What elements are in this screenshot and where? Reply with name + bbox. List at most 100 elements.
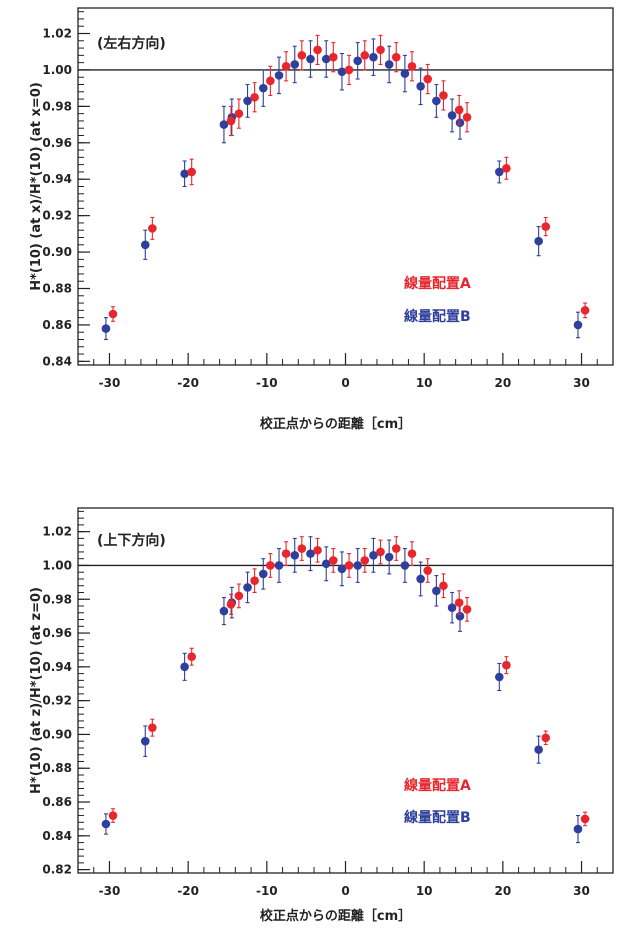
panel-annotation: (上下方向) (97, 532, 166, 549)
data-point-b (384, 60, 394, 69)
data-point-a (281, 549, 291, 558)
x-tick-label: -10 (256, 376, 278, 390)
data-point-a (108, 309, 118, 319)
x-axis-label: 校正点からの距離［cm］ (260, 908, 411, 924)
data-point-b (400, 561, 410, 570)
data-point-a (580, 814, 590, 824)
data-point-a (297, 544, 307, 553)
data-point-a (281, 61, 291, 71)
data-point-b (258, 83, 268, 93)
data-point-b (400, 69, 410, 78)
data-point-a (454, 105, 464, 115)
y-tick-label: 0.84 (42, 829, 72, 843)
data-point-a (462, 112, 472, 122)
data-point-b (243, 583, 252, 592)
data-point-a (439, 581, 448, 591)
y-tick-label: 0.86 (42, 318, 72, 332)
data-point-a (250, 92, 259, 102)
data-point-b (534, 236, 543, 246)
data-point-b (337, 564, 347, 574)
data-point-a (313, 45, 322, 55)
data-point-b (455, 611, 465, 621)
data-point-b (274, 71, 284, 80)
data-point-a (423, 566, 433, 575)
data-point-b (416, 574, 425, 584)
data-point-a (423, 74, 433, 84)
data-point-b (369, 551, 378, 560)
data-point-b (274, 561, 284, 570)
data-point-a (187, 167, 196, 177)
data-point-b (447, 111, 457, 120)
x-tick-label: -10 (256, 884, 278, 898)
data-point-b (447, 603, 457, 612)
y-tick-label: 0.96 (42, 136, 72, 150)
data-point-a (329, 52, 338, 62)
data-point-a (454, 598, 464, 607)
data-point-a (313, 545, 322, 555)
x-axis-label: 校正点からの距離［cm］ (260, 416, 411, 432)
data-point-a (148, 224, 157, 233)
data-point-b (353, 56, 362, 66)
data-point-b (369, 52, 378, 62)
data-point-a (502, 163, 511, 173)
legend-entry-b: 線量配置B (404, 308, 471, 325)
data-point-a (329, 556, 338, 565)
data-point-a (391, 52, 401, 62)
data-point-b (495, 672, 504, 682)
data-point-a (376, 45, 385, 55)
legend-entry-b: 線量配置B (404, 809, 471, 826)
data-point-a (376, 547, 385, 557)
y-tick-label: 1.02 (42, 525, 72, 539)
data-point-a (108, 811, 118, 820)
data-point-b (384, 552, 394, 562)
data-point-a (344, 561, 354, 570)
data-point-b (353, 561, 362, 570)
y-tick-label: 0.94 (42, 172, 72, 186)
data-point-b (432, 96, 441, 106)
y-tick-label: 0.90 (42, 727, 72, 741)
x-tick-label: -20 (177, 884, 199, 898)
data-point-a (541, 222, 551, 231)
data-point-a (234, 591, 244, 601)
data-point-a (226, 600, 236, 609)
data-point-b (534, 745, 543, 754)
data-point-b (321, 54, 331, 64)
x-tick-label: -30 (99, 884, 121, 898)
y-tick-label: 1.00 (42, 558, 72, 572)
y-tick-label: 0.92 (42, 209, 72, 223)
data-point-a (502, 660, 511, 670)
y-tick-label: 0.96 (42, 626, 72, 640)
data-point-a (580, 306, 590, 315)
y-axis-label: H*(10) (at z)/H*(10) (at z=0) (29, 587, 44, 794)
data-point-b (321, 559, 331, 569)
data-point-a (360, 556, 370, 565)
data-point-b (416, 82, 425, 91)
y-tick-label: 0.86 (42, 795, 72, 809)
data-point-b (219, 120, 229, 129)
data-point-a (407, 549, 417, 558)
data-point-b (258, 569, 268, 579)
data-point-b (455, 118, 465, 128)
data-point-b (306, 54, 315, 64)
chart-panel-2: 0.82 0.84 0.86 0.88 0.90 0.92 0.94 0.96 0.98 1.00… (29, 507, 614, 924)
data-point-a (266, 76, 275, 86)
data-point-b (432, 586, 441, 596)
data-point-b (495, 167, 504, 177)
data-point-a (187, 652, 196, 662)
y-tick-label: 0.98 (42, 592, 72, 606)
data-point-a (226, 116, 236, 126)
x-tick-label: -30 (99, 376, 121, 390)
data-point-b (306, 549, 315, 558)
data-point-a (360, 51, 370, 60)
y-tick-label: 0.92 (42, 694, 72, 708)
data-point-b (573, 320, 583, 330)
x-tick-label: 20 (495, 376, 512, 390)
data-point-a (407, 61, 417, 71)
x-tick-label: 0 (341, 376, 349, 390)
data-point-b (290, 551, 300, 560)
y-tick-label: 1.00 (42, 63, 72, 77)
data-point-b (101, 819, 111, 829)
x-tick-label: 0 (341, 884, 349, 898)
y-tick-label: 0.82 (42, 863, 72, 877)
